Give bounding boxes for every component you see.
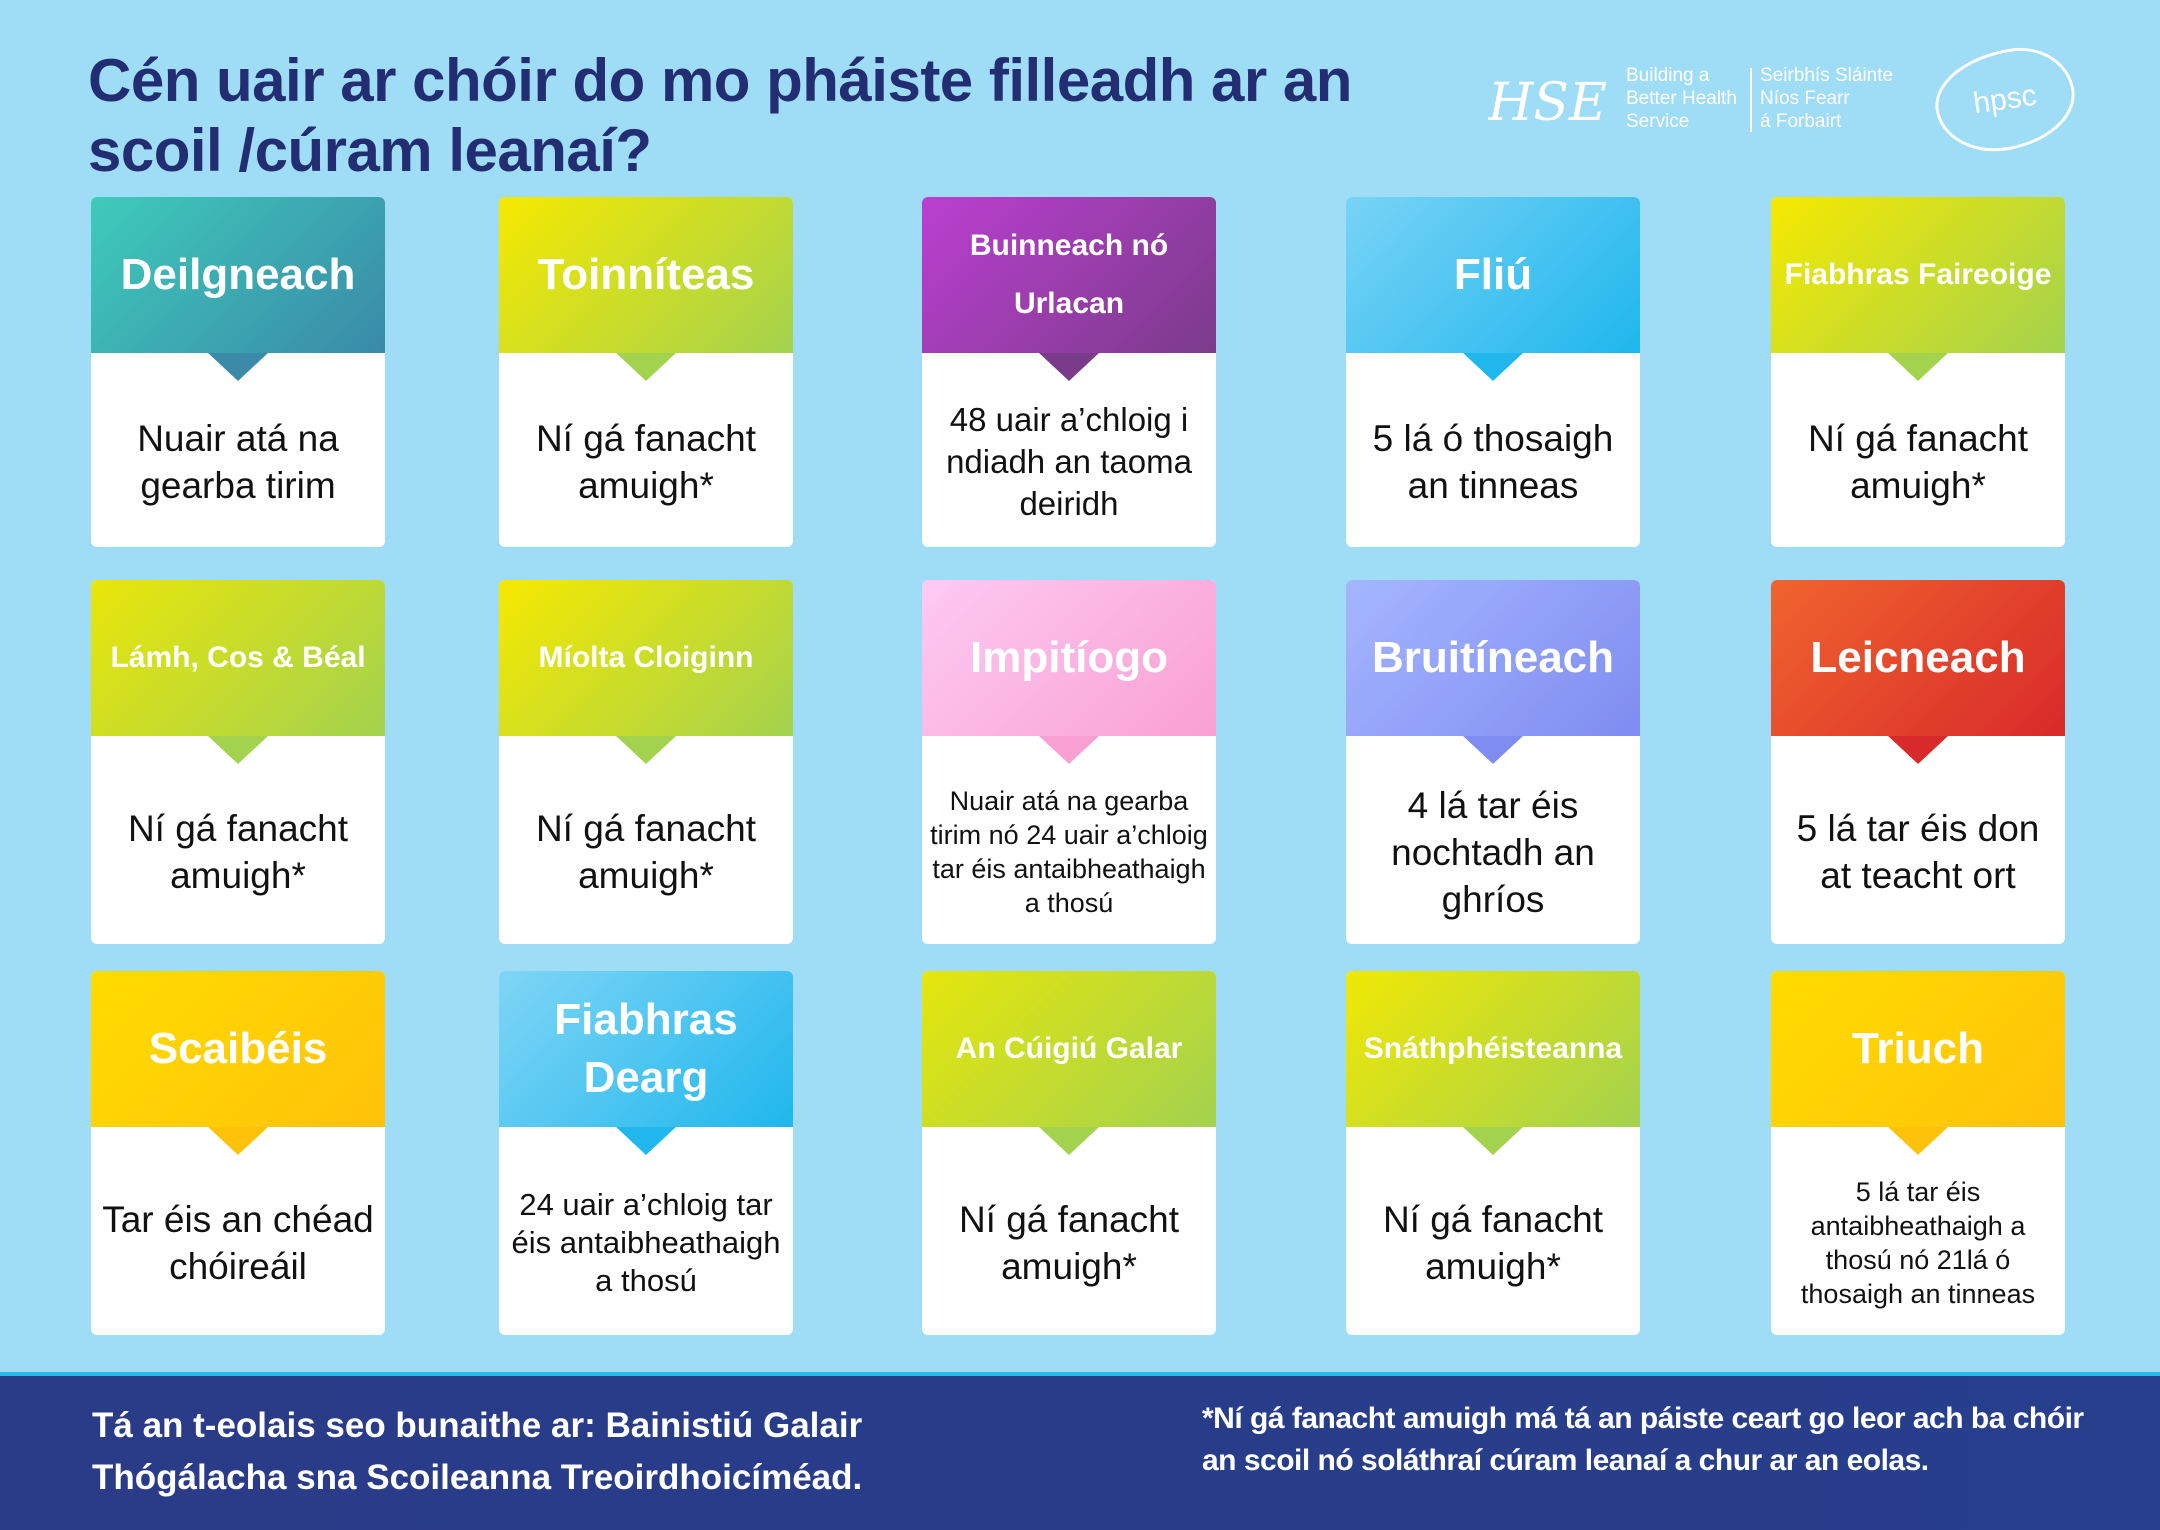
- illness-card: Leicneach 5 lá tar éis don at teacht ort: [1771, 580, 2065, 944]
- return-guidance: Ní gá fanacht amuigh*: [1807, 418, 2029, 506]
- hse-mark-icon: HSE: [1488, 73, 1607, 133]
- return-guidance: 24 uair a’chloig tar éis antaibheathaigh…: [511, 1187, 781, 1298]
- tagline-line: Seirbhís Sláinte: [1760, 65, 1894, 86]
- return-guidance: 5 lá tar éis antaibheathaigh a thosú nó …: [1800, 1177, 2036, 1309]
- return-guidance: Ní gá fanacht amuigh*: [127, 808, 349, 896]
- illness-name: Deilgneach: [91, 197, 385, 381]
- return-guidance: Ní gá fanacht amuigh*: [535, 418, 757, 506]
- illness-name: Fliú: [1346, 197, 1640, 381]
- return-guidance: 48 uair a’chloig i ndiadh an taoma deiri…: [946, 401, 1192, 522]
- illness-card: Toinníteas Ní gá fanacht amuigh*: [499, 197, 793, 547]
- illness-name: Leicneach: [1771, 580, 2065, 764]
- footer-source: Tá an t-eolais seo bunaithe ar: Bainisti…: [92, 1406, 863, 1497]
- return-guidance: Tar éis an chéad chóireáil: [102, 1199, 374, 1287]
- illness-card: Buinneach nó Urlacan 48 uair a’chloig i n…: [922, 197, 1216, 547]
- page-title: Cén uair ar chóir do mo pháiste filleadh…: [88, 47, 1352, 184]
- illness-card: Snáthphéisteanna Ní gá fanacht amuigh*: [1346, 971, 1640, 1335]
- hse-logo: HSE Building a Better Health Service Sei…: [1488, 58, 1918, 148]
- return-guidance: 4 lá tar éis nochtadh an ghríos: [1391, 784, 1595, 920]
- footer-note: *Ní gá fanacht amuigh má tá an páiste ce…: [1202, 1402, 2084, 1477]
- illness-name: Triuch: [1771, 971, 2065, 1155]
- return-guidance: Nuair atá na gearba tirim nó 24 uair a’c…: [930, 786, 1208, 918]
- illness-card: Fiabhras Faireoige Ní gá fanacht amuigh*: [1771, 197, 2065, 547]
- illness-card: Lámh, Cos & Béal Ní gá fanacht amuigh*: [91, 580, 385, 944]
- hse-tagline-ga: Seirbhís Sláinte Níos Fearr á Forbairt: [1760, 64, 1893, 133]
- illness-card: Deilgneach Nuair atá na gearba tirim: [91, 197, 385, 547]
- illness-name: Impitíogo: [922, 580, 1216, 764]
- illness-name: Míolta Cloiginn: [499, 580, 793, 764]
- hpsc-logo: hpsc: [1928, 40, 2082, 160]
- logo-divider: [1750, 68, 1752, 132]
- illness-card: An Cúigiú Galar Ní gá fanacht amuigh*: [922, 971, 1216, 1335]
- return-guidance: Ní gá fanacht amuigh*: [958, 1199, 1180, 1287]
- hse-tagline-en: Building a Better Health Service: [1626, 64, 1737, 133]
- illness-name: An Cúigiú Galar: [922, 971, 1216, 1155]
- illness-name: Buinneach nó Urlacan: [922, 197, 1216, 381]
- return-guidance: Ní gá fanacht amuigh*: [1382, 1199, 1604, 1287]
- return-guidance: Ní gá fanacht amuigh*: [535, 808, 757, 896]
- illness-name: Fiabhras Faireoige: [1771, 197, 2065, 381]
- illness-name: Scaibéis: [91, 971, 385, 1155]
- illness-name: Lámh, Cos & Béal: [91, 580, 385, 764]
- illness-name: Snáthphéisteanna: [1346, 971, 1640, 1155]
- tagline-line: Better Health: [1626, 88, 1737, 109]
- tagline-line: Service: [1626, 111, 1690, 132]
- illness-name: Fiabhras Dearg: [499, 971, 793, 1155]
- return-guidance: 5 lá ó thosaigh an tinneas: [1372, 418, 1614, 506]
- illness-card: Fiabhras Dearg 24 uair a’chloig tar éis a…: [499, 971, 793, 1335]
- illness-name: Bruitíneach: [1346, 580, 1640, 764]
- footer: Tá an t-eolais seo bunaithe ar: Bainisti…: [0, 1372, 2160, 1530]
- tagline-line: Níos Fearr: [1760, 88, 1850, 109]
- illness-card: Bruitíneach 4 lá tar éis nochtadh an ghrí…: [1346, 580, 1640, 944]
- return-guidance: Nuair atá na gearba tirim: [137, 418, 339, 506]
- illness-card: Triuch 5 lá tar éis antaibheathaigh a tho…: [1771, 971, 2065, 1335]
- illness-card: Fliú 5 lá ó thosaigh an tinneas: [1346, 197, 1640, 547]
- illness-card: Míolta Cloiginn Ní gá fanacht amuigh*: [499, 580, 793, 944]
- illness-card: Scaibéis Tar éis an chéad chóireáil: [91, 971, 385, 1335]
- illness-card: Impitíogo Nuair atá na gearba tirim nó 24…: [922, 580, 1216, 944]
- return-guidance: 5 lá tar éis don at teacht ort: [1796, 808, 2040, 896]
- tagline-line: Building a: [1626, 65, 1710, 86]
- illness-name: Toinníteas: [499, 197, 793, 381]
- tagline-line: á Forbairt: [1760, 111, 1842, 132]
